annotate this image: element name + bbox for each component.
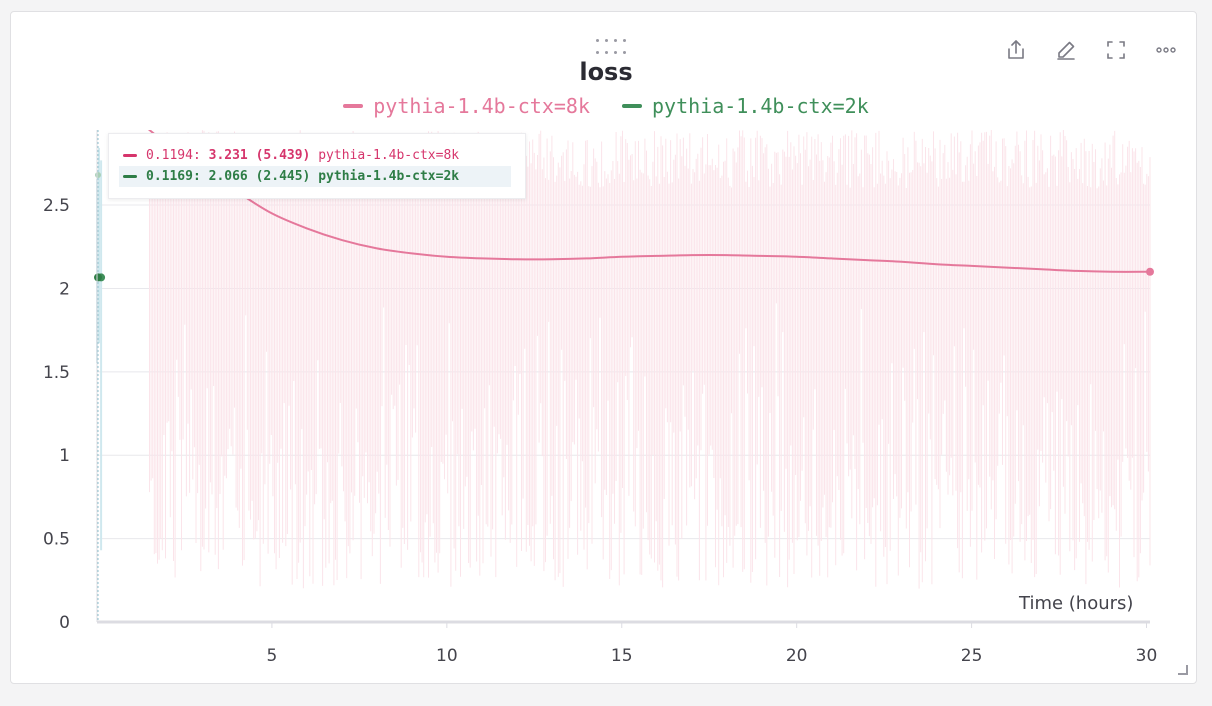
x-tick-label-0: 5 xyxy=(267,646,278,666)
edit-icon xyxy=(1057,41,1075,60)
series-line-0 xyxy=(147,130,1151,273)
chart-legend: pythia-1.4b-ctx=8k pythia-1.4b-ctx=2k xyxy=(0,94,1212,118)
x-tick-label-4: 25 xyxy=(961,646,983,666)
tooltip-row-8k: 0.1194: 3.231 (5.439) pythia-1.4b-ctx=8k xyxy=(123,145,525,166)
tooltip-raw-2k: (2.445) xyxy=(255,169,311,184)
fullscreen-icon xyxy=(1107,41,1125,59)
resize-handle-icon[interactable] xyxy=(1178,665,1188,675)
legend-swatch-2k xyxy=(622,104,642,108)
x-tick-label-3: 20 xyxy=(786,646,808,666)
drag-handle-icon[interactable] xyxy=(596,39,636,59)
y-tick-label-2: 1 xyxy=(59,446,70,466)
tooltip-swatch-2k xyxy=(123,175,137,178)
tooltip-name-8k: pythia-1.4b-ctx=8k xyxy=(318,148,460,163)
tooltip-x-2k: 0.1169: xyxy=(146,169,201,184)
x-tick-label-2: 15 xyxy=(611,646,633,666)
panel-toolbar xyxy=(1002,36,1180,64)
hover-point-raw-2k xyxy=(95,172,101,179)
chart-title: loss xyxy=(579,58,633,86)
series-endpoint-0 xyxy=(1146,267,1154,276)
tooltip-row-2k: 0.1169: 2.066 (2.445) pythia-1.4b-ctx=2k xyxy=(119,166,511,187)
legend-item-2k[interactable]: pythia-1.4b-ctx=2k xyxy=(622,94,869,118)
fullscreen-button[interactable] xyxy=(1102,36,1130,64)
raw-trace-0 xyxy=(149,130,1151,589)
hover-point-2k xyxy=(94,273,102,282)
legend-label-8k: pythia-1.4b-ctx=8k xyxy=(373,94,590,118)
tooltip-raw-8k: (5.439) xyxy=(255,148,311,163)
raw-trace-path-1 xyxy=(96,147,103,551)
legend-swatch-8k xyxy=(343,104,364,108)
x-tick-label-1: 10 xyxy=(436,646,458,666)
legend-label-2k: pythia-1.4b-ctx=2k xyxy=(652,94,869,118)
y-tick-label-0: 0 xyxy=(59,613,70,633)
tooltip-name-2k: pythia-1.4b-ctx=2k xyxy=(318,169,460,184)
tooltip-smoothed-8k: 3.231 xyxy=(208,148,248,163)
y-tick-label-3: 1.5 xyxy=(43,363,70,383)
share-button[interactable] xyxy=(1002,36,1030,64)
share-icon xyxy=(1008,40,1024,59)
hover-tooltip: 0.1194: 3.231 (5.439) pythia-1.4b-ctx=8k… xyxy=(108,133,526,199)
x-tick-label-5: 30 xyxy=(1136,646,1158,666)
legend-item-8k[interactable]: pythia-1.4b-ctx=8k xyxy=(343,94,590,118)
more-icon xyxy=(1156,47,1176,53)
tooltip-x-8k: 0.1194: xyxy=(146,148,201,163)
y-tick-label-5: 2.5 xyxy=(43,196,70,216)
raw-trace-1 xyxy=(96,147,103,551)
y-tick-label-1: 0.5 xyxy=(43,530,70,550)
raw-trace-path-0 xyxy=(149,130,1151,589)
tooltip-smoothed-2k: 2.066 xyxy=(208,169,248,184)
tooltip-swatch-8k xyxy=(123,154,137,157)
edit-button[interactable] xyxy=(1052,36,1080,64)
y-tick-label-4: 2 xyxy=(59,279,70,299)
more-button[interactable] xyxy=(1152,36,1180,64)
x-axis-title: Time (hours) xyxy=(1019,593,1134,614)
